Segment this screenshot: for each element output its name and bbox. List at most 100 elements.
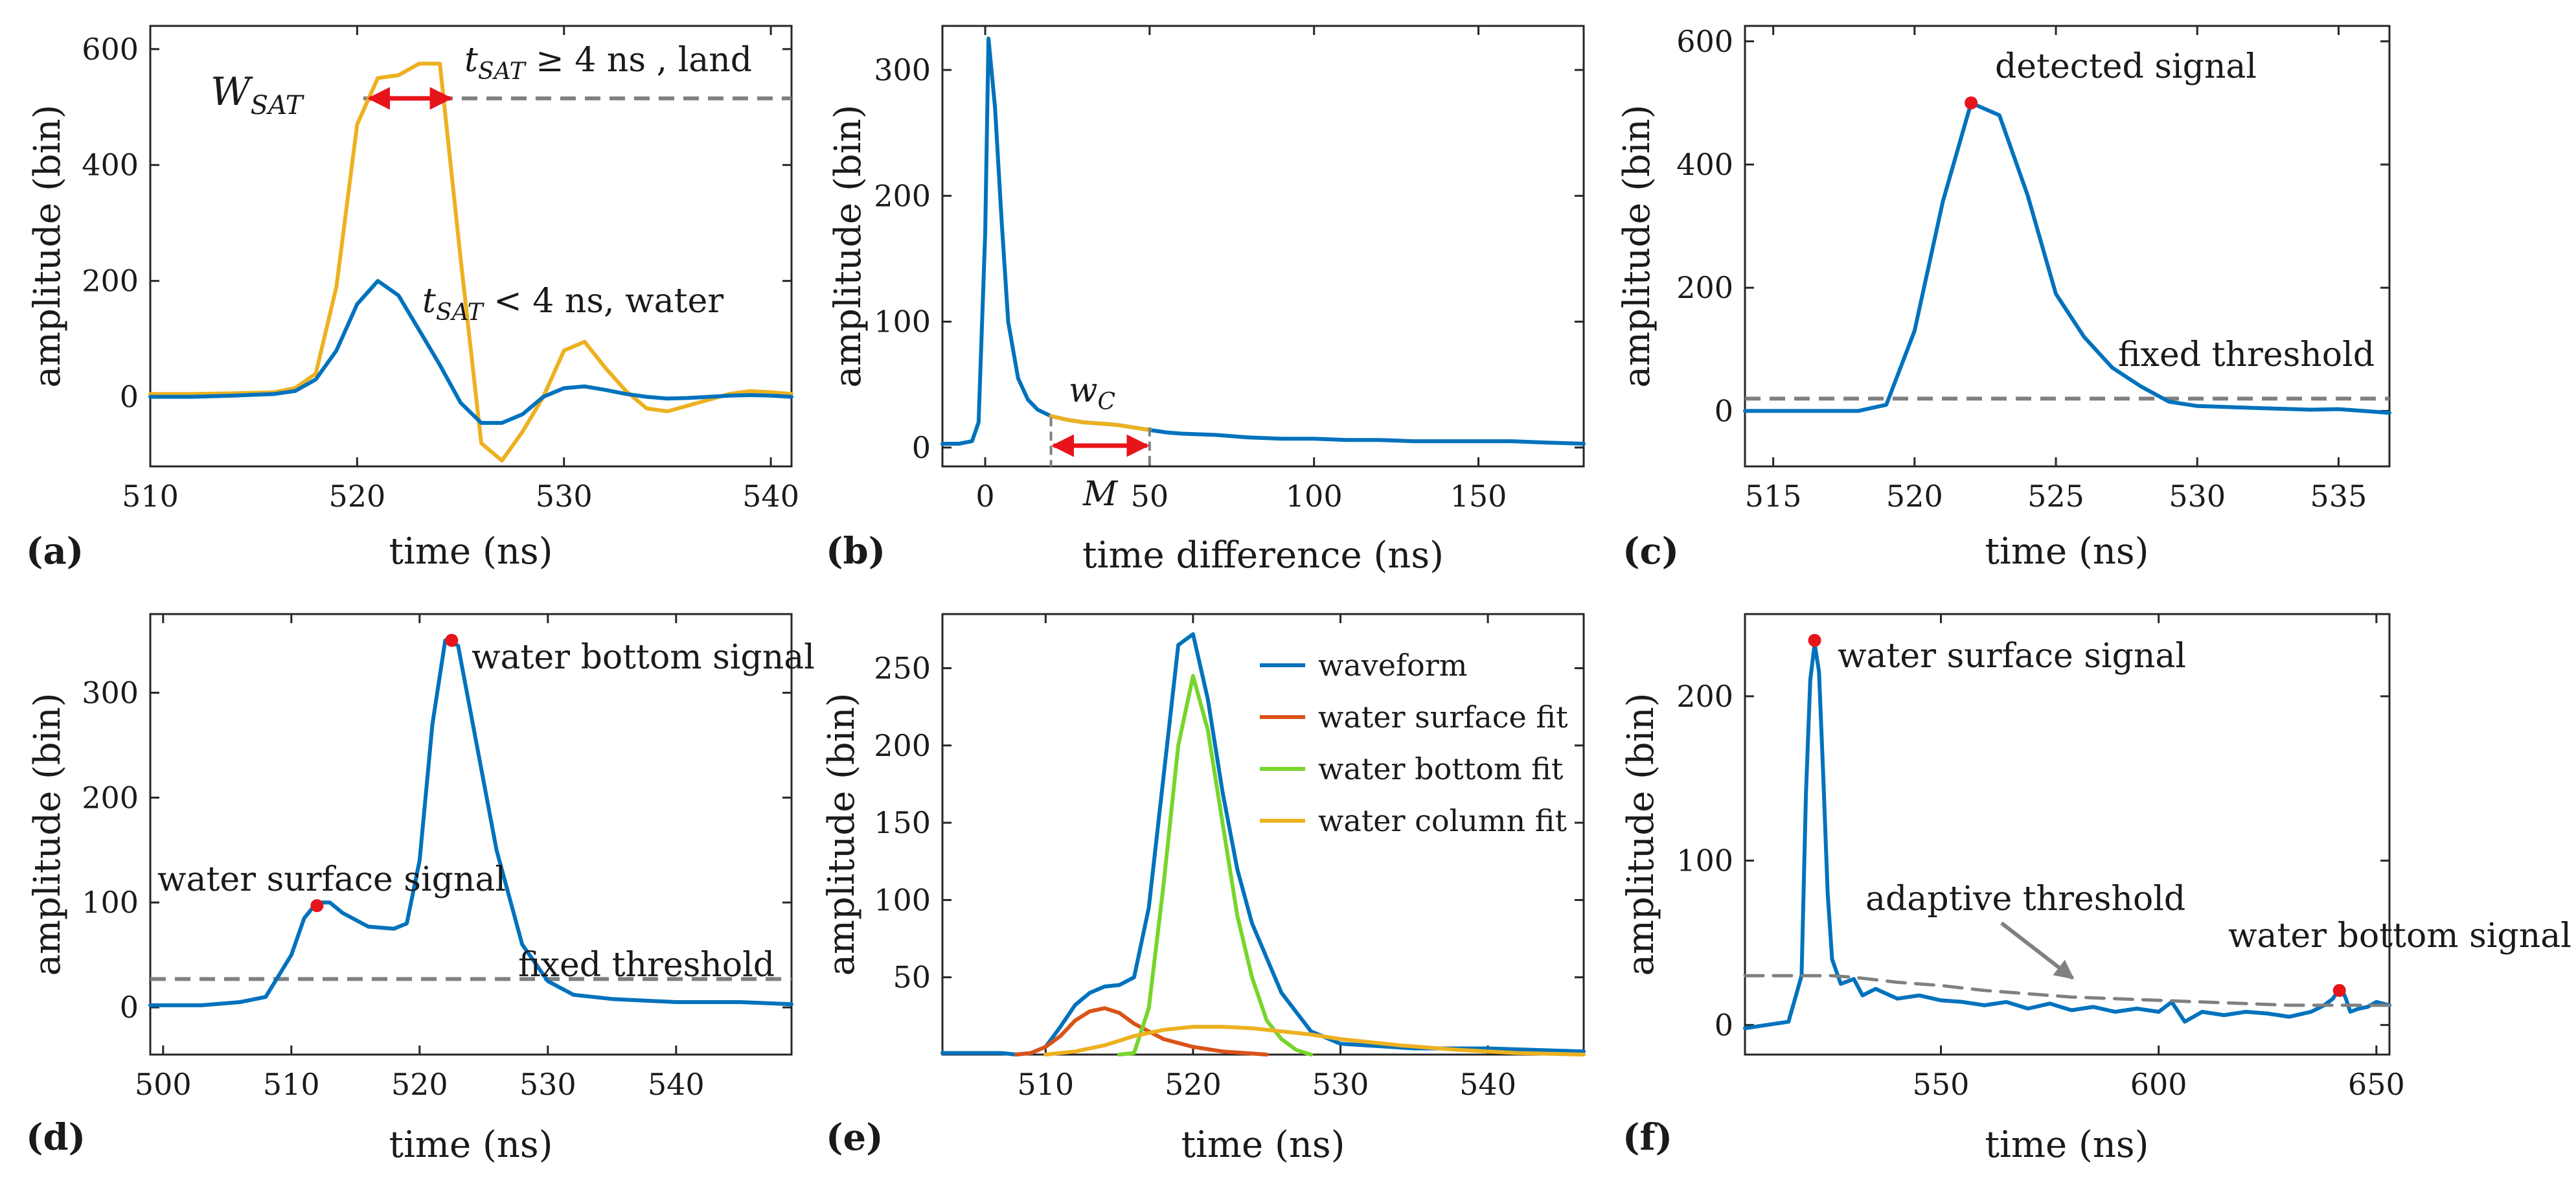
series-land <box>148 279 793 425</box>
series-water-bottom-fit <box>1117 674 1313 1057</box>
plot-frame <box>149 25 793 468</box>
y-tick-label: 600 <box>1676 24 1733 59</box>
x-tick-label: 530 <box>2169 479 2226 514</box>
grid-and-ticks: 510 520 530 540 0 200 400 600 <box>82 26 799 514</box>
y-tick-label: 50 <box>893 960 931 995</box>
panel-d: 500 510 520 530 540 0 100 200 300 time (ns) ampl… <box>26 613 815 1166</box>
fixed-threshold-annotation: fixed threshold <box>518 946 775 985</box>
panel-b: 0 50 100 150 0 100 200 300 time difference (ns)… <box>826 25 1586 577</box>
y-tick-label: 100 <box>874 882 931 917</box>
x-tick-label: 520 <box>1886 479 1943 514</box>
legend-label: waveform <box>1318 648 1467 683</box>
x-tick-label: 550 <box>1913 1067 1970 1102</box>
y-tick-label: 0 <box>120 990 139 1025</box>
panel-f: 550 600 650 0 100 200 time (ns) amplitude (bi… <box>1620 613 2571 1166</box>
y-tick-label: 200 <box>874 728 931 763</box>
y-tick-label: 0 <box>912 430 931 465</box>
x-tick-label: 500 <box>135 1067 192 1102</box>
y-tick-label: 150 <box>874 805 931 840</box>
y-tick-label: 0 <box>120 380 139 415</box>
wc-annotation: wC <box>1069 371 1115 415</box>
series-layer <box>940 632 1586 1057</box>
x-tick-label: 100 <box>1286 479 1343 514</box>
bottom-signal-marker <box>445 634 459 647</box>
x-tick-label: 540 <box>1459 1067 1516 1102</box>
plot-frame <box>149 613 793 1056</box>
series-waveform <box>1743 100 2391 415</box>
detected-annotation: detected signal <box>1995 47 2257 86</box>
panel-label: (c) <box>1623 530 1679 573</box>
x-tick-label: 650 <box>2348 1067 2405 1102</box>
grid-and-ticks: 0 50 100 150 0 100 200 300 <box>874 26 1584 514</box>
y-tick-label: 100 <box>82 885 139 920</box>
panel-c: 515 520 525 530 535 0 200 400 600 time (ns) ampl… <box>1616 24 2391 573</box>
panel-label: (d) <box>26 1116 85 1159</box>
y-tick-label: 400 <box>1676 147 1733 182</box>
grid-and-ticks: 550 600 650 0 100 200 <box>1676 614 2405 1102</box>
series-waveform <box>940 36 1586 446</box>
panel-a: 510 520 530 540 0 200 400 600 time (ns) amplitu… <box>26 25 799 573</box>
panel-label: (f) <box>1623 1116 1672 1159</box>
grid-and-ticks: 515 520 525 530 535 0 200 400 600 <box>1676 24 2389 514</box>
x-tick-label: 525 <box>2027 479 2084 514</box>
legend-label: water column fit <box>1318 803 1567 838</box>
bottom-annotation: water bottom signal <box>2228 917 2571 955</box>
series-water-surface-fit <box>1014 1006 1269 1057</box>
x-tick-label: 520 <box>391 1067 448 1102</box>
grid-and-ticks: 510 520 530 540 50 100 150 200 250 <box>874 614 1584 1102</box>
series-waveform <box>940 632 1586 1057</box>
y-tick-label: 100 <box>874 304 931 339</box>
series-waveform <box>148 638 793 1007</box>
series-layer <box>940 36 1586 466</box>
panel-e: 510 520 530 540 50 100 150 200 250 waveform water… <box>821 613 1586 1166</box>
x-axis-label: time (ns) <box>1985 1124 2149 1166</box>
adaptive-annotation: adaptive threshold <box>1865 880 2185 919</box>
x-axis-label: time (ns) <box>1985 531 2149 573</box>
x-tick-label: 535 <box>2310 479 2367 514</box>
series-layer <box>1743 634 2391 1031</box>
y-tick-label: 200 <box>1676 270 1733 305</box>
surface-annotation: water surface signal <box>157 860 506 899</box>
bottom-annotation: water bottom signal <box>472 638 815 677</box>
wsat-annotation: WSAT <box>211 69 305 120</box>
surface-signal-marker <box>1808 634 1821 647</box>
x-tick-label: 540 <box>648 1067 705 1102</box>
panel-label: (e) <box>826 1116 883 1159</box>
y-tick-label: 600 <box>82 32 139 67</box>
m-annotation: M <box>1082 475 1119 514</box>
y-axis-label: amplitude (bin) <box>1620 692 1662 976</box>
x-axis-label: time (ns) <box>1181 1124 1345 1166</box>
plot-frame <box>1744 25 2391 468</box>
x-axis-label: time difference (ns) <box>1082 534 1444 577</box>
y-tick-label: 100 <box>1676 843 1733 878</box>
x-tick-label: 510 <box>1017 1067 1074 1102</box>
adaptive-threshold-pointer <box>2000 921 2075 980</box>
y-axis-label: amplitude (bin) <box>827 104 869 387</box>
land-annotation: tSAT ≥ 4 ns , land <box>464 41 752 85</box>
series-adaptive-threshold <box>1743 974 2391 1007</box>
x-tick-label: 50 <box>1131 479 1169 514</box>
x-tick-label: 520 <box>1165 1067 1222 1102</box>
x-tick-label: 510 <box>263 1067 320 1102</box>
y-tick-label: 200 <box>82 264 139 299</box>
surface-annotation: water surface signal <box>1838 637 2186 676</box>
x-tick-label: 540 <box>742 479 799 514</box>
x-tick-label: 150 <box>1450 479 1507 514</box>
legend-label: water bottom fit <box>1318 751 1564 786</box>
series-layer <box>148 62 793 463</box>
plot-frame <box>941 25 1585 468</box>
panel-label: (b) <box>826 530 885 573</box>
y-tick-label: 250 <box>874 651 931 686</box>
fixed-threshold-annotation: fixed threshold <box>2118 336 2375 374</box>
x-tick-label: 530 <box>1312 1067 1369 1102</box>
water-annotation: tSAT < 4 ns, water <box>422 282 724 326</box>
legend: waveform water surface fit water bottom fi… <box>1260 648 1568 838</box>
x-tick-label: 510 <box>122 479 179 514</box>
y-tick-label: 200 <box>874 178 931 213</box>
series-window <box>1049 414 1152 432</box>
y-tick-label: 200 <box>82 780 139 815</box>
y-axis-label: amplitude (bin) <box>821 692 863 976</box>
y-tick-label: 300 <box>82 675 139 710</box>
y-axis-label: amplitude (bin) <box>27 104 69 387</box>
